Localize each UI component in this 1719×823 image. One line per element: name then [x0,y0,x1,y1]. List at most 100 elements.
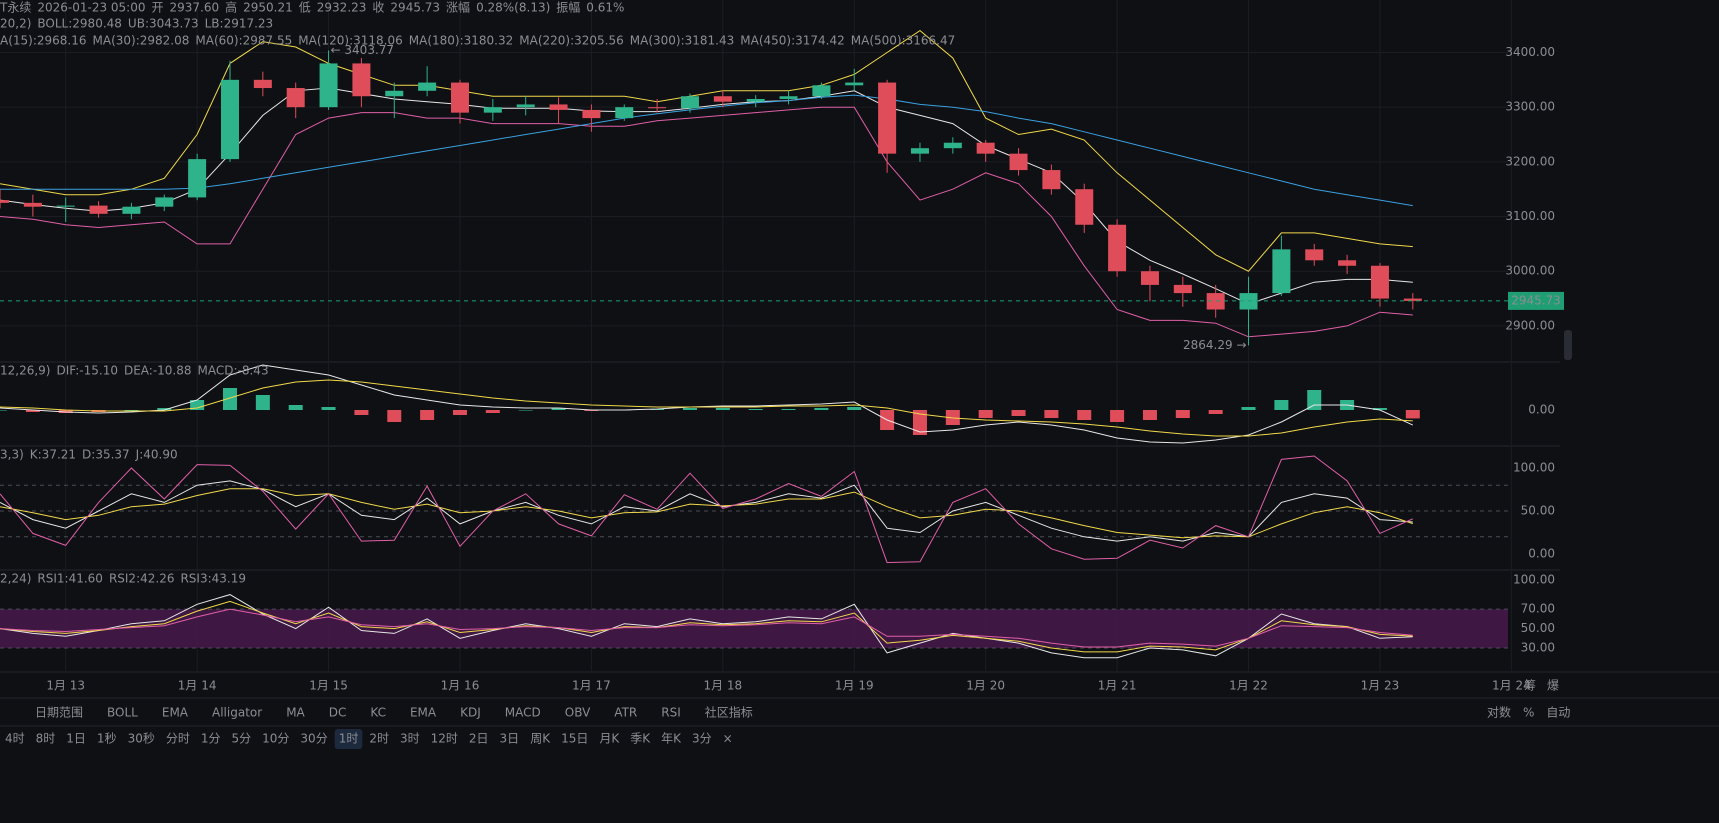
macd-bar [814,408,829,410]
indicator-button[interactable]: MACD [505,706,541,720]
interval-button[interactable]: 4时 [5,732,25,746]
header-item: 2932.23 [317,1,367,15]
x-tick-label: 1月 16 [441,679,480,693]
interval-button[interactable]: 2时 [369,732,389,746]
candle-body [1338,260,1357,266]
legend-item: MA(60):2987.55 [195,34,292,48]
indicator-button[interactable]: ATR [614,706,637,720]
candle-body [1272,249,1291,294]
interval-button[interactable]: 3分 [692,732,712,746]
interval-button[interactable]: 3日 [500,732,520,746]
indicator-button[interactable]: OBV [565,706,591,720]
macd-bar [551,408,566,410]
interval-button[interactable]: 年K [661,732,682,746]
indicator-button[interactable]: RSI [661,706,681,720]
indicator-line [0,106,1413,338]
macd-bar [0,410,7,411]
axis-button[interactable]: 筹 [1524,679,1536,693]
indicator-button[interactable]: EMA [410,706,437,720]
macd-bar [387,410,402,422]
y-tick-label: 3300.00 [1505,100,1555,114]
x-tick-label: 1月 22 [1229,679,1268,693]
candle-body [943,142,962,149]
interval-button[interactable]: 30分 [300,732,327,746]
candle-body [0,200,9,203]
side-handle[interactable] [1564,330,1572,360]
y-tick-label: 70.00 [1521,602,1555,616]
interval-button[interactable]: 2日 [469,732,489,746]
indicator-line [0,455,1414,564]
macd-bar [255,395,270,410]
interval-button[interactable]: 8时 [36,732,56,746]
indicator-button[interactable]: MA [286,706,305,720]
interval-button[interactable]: 1时 [339,732,359,746]
candle-body [89,205,108,214]
legend-item: MA(500):3166.47 [851,34,956,48]
indicator-button[interactable]: DC [329,706,347,720]
interval-button[interactable]: 1分 [201,732,221,746]
interval-button[interactable]: 15日 [561,732,588,746]
legend-item: 3,3) [0,448,24,462]
candle-body [1305,249,1324,261]
candle-body [845,82,864,86]
macd-bar [321,407,336,410]
legend-item: 20,2) [0,17,31,31]
header-item: 2026-01-23 05:00 [37,1,145,15]
scale-button[interactable]: 对数 [1487,705,1511,720]
indicator-button[interactable]: 社区指标 [705,705,753,720]
candle-body [1140,271,1159,285]
interval-button[interactable]: 30秒 [128,732,155,746]
indicator-button[interactable]: EMA [162,706,189,720]
macd-bar [420,410,435,420]
interval-button[interactable]: 10分 [262,732,289,746]
indicator-line [0,608,1413,648]
x-tick-label: 1月 24 [1492,679,1531,693]
candle-body [418,82,437,91]
legend-item: A(15):2968.16 [0,34,87,48]
interval-button[interactable]: 3时 [400,732,420,746]
macd-bar [1175,410,1190,418]
candle-body [516,104,535,108]
indicator-button[interactable]: KDJ [460,706,481,720]
macd-bar [1044,410,1059,418]
axis-button[interactable]: 爆 [1547,679,1559,693]
indicator-button[interactable]: KC [370,706,386,720]
candle-body [1206,293,1225,310]
legend-item: 12,26,9) [0,364,50,378]
macd-bar [1142,410,1157,420]
indicator-button[interactable]: Alligator [212,706,262,720]
indicator-button[interactable]: BOLL [107,706,138,720]
interval-button[interactable]: 5分 [232,732,252,746]
legend-item: RSI3:43.19 [180,572,246,586]
interval-button[interactable]: × [723,732,733,746]
legend-item: MACD:-8.43 [198,364,269,378]
candle-body [1075,189,1094,225]
macd-bar [748,409,763,410]
interval-button[interactable]: 季K [630,732,651,746]
active-highlight [334,729,363,749]
candle-body [615,107,634,119]
macd-bar [781,409,796,410]
header-item: 0.61% [586,1,624,15]
macd-bar [847,407,862,410]
macd-bar [288,405,303,410]
legend-item: DEA:-10.88 [124,364,192,378]
indicator-line [0,94,1413,207]
interval-button[interactable]: 月K [599,732,620,746]
macd-bar [354,410,369,415]
interval-button[interactable]: 周K [530,732,551,746]
macd-bar [222,388,237,410]
candle-body [319,63,338,108]
scale-button[interactable]: 自动 [1546,706,1570,720]
legend-item: MA(120):3118.06 [298,34,403,48]
indicator-button[interactable]: 日期范围 [35,706,83,720]
indicator-line [0,29,1413,272]
y-tick-label: 3000.00 [1505,264,1555,278]
legend-item: J:40.90 [135,448,178,462]
interval-button[interactable]: 1日 [66,732,86,746]
interval-button[interactable]: 12时 [431,732,458,746]
scale-button[interactable]: % [1523,706,1534,720]
interval-button[interactable]: 1秒 [97,732,117,746]
interval-button[interactable]: 分时 [166,732,190,746]
